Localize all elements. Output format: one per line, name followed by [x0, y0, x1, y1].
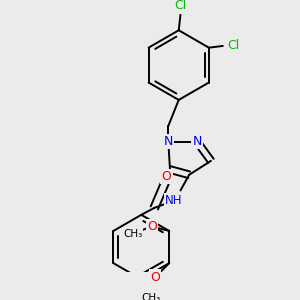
Text: O: O — [150, 271, 160, 284]
Text: Cl: Cl — [227, 39, 239, 52]
Text: Cl: Cl — [174, 0, 187, 12]
Text: CH₃: CH₃ — [141, 293, 160, 300]
Text: O: O — [162, 170, 172, 183]
Text: CH₃: CH₃ — [123, 229, 142, 238]
Text: NH: NH — [165, 194, 182, 207]
Text: N: N — [164, 135, 173, 148]
Text: N: N — [192, 135, 202, 148]
Text: O: O — [147, 220, 157, 233]
